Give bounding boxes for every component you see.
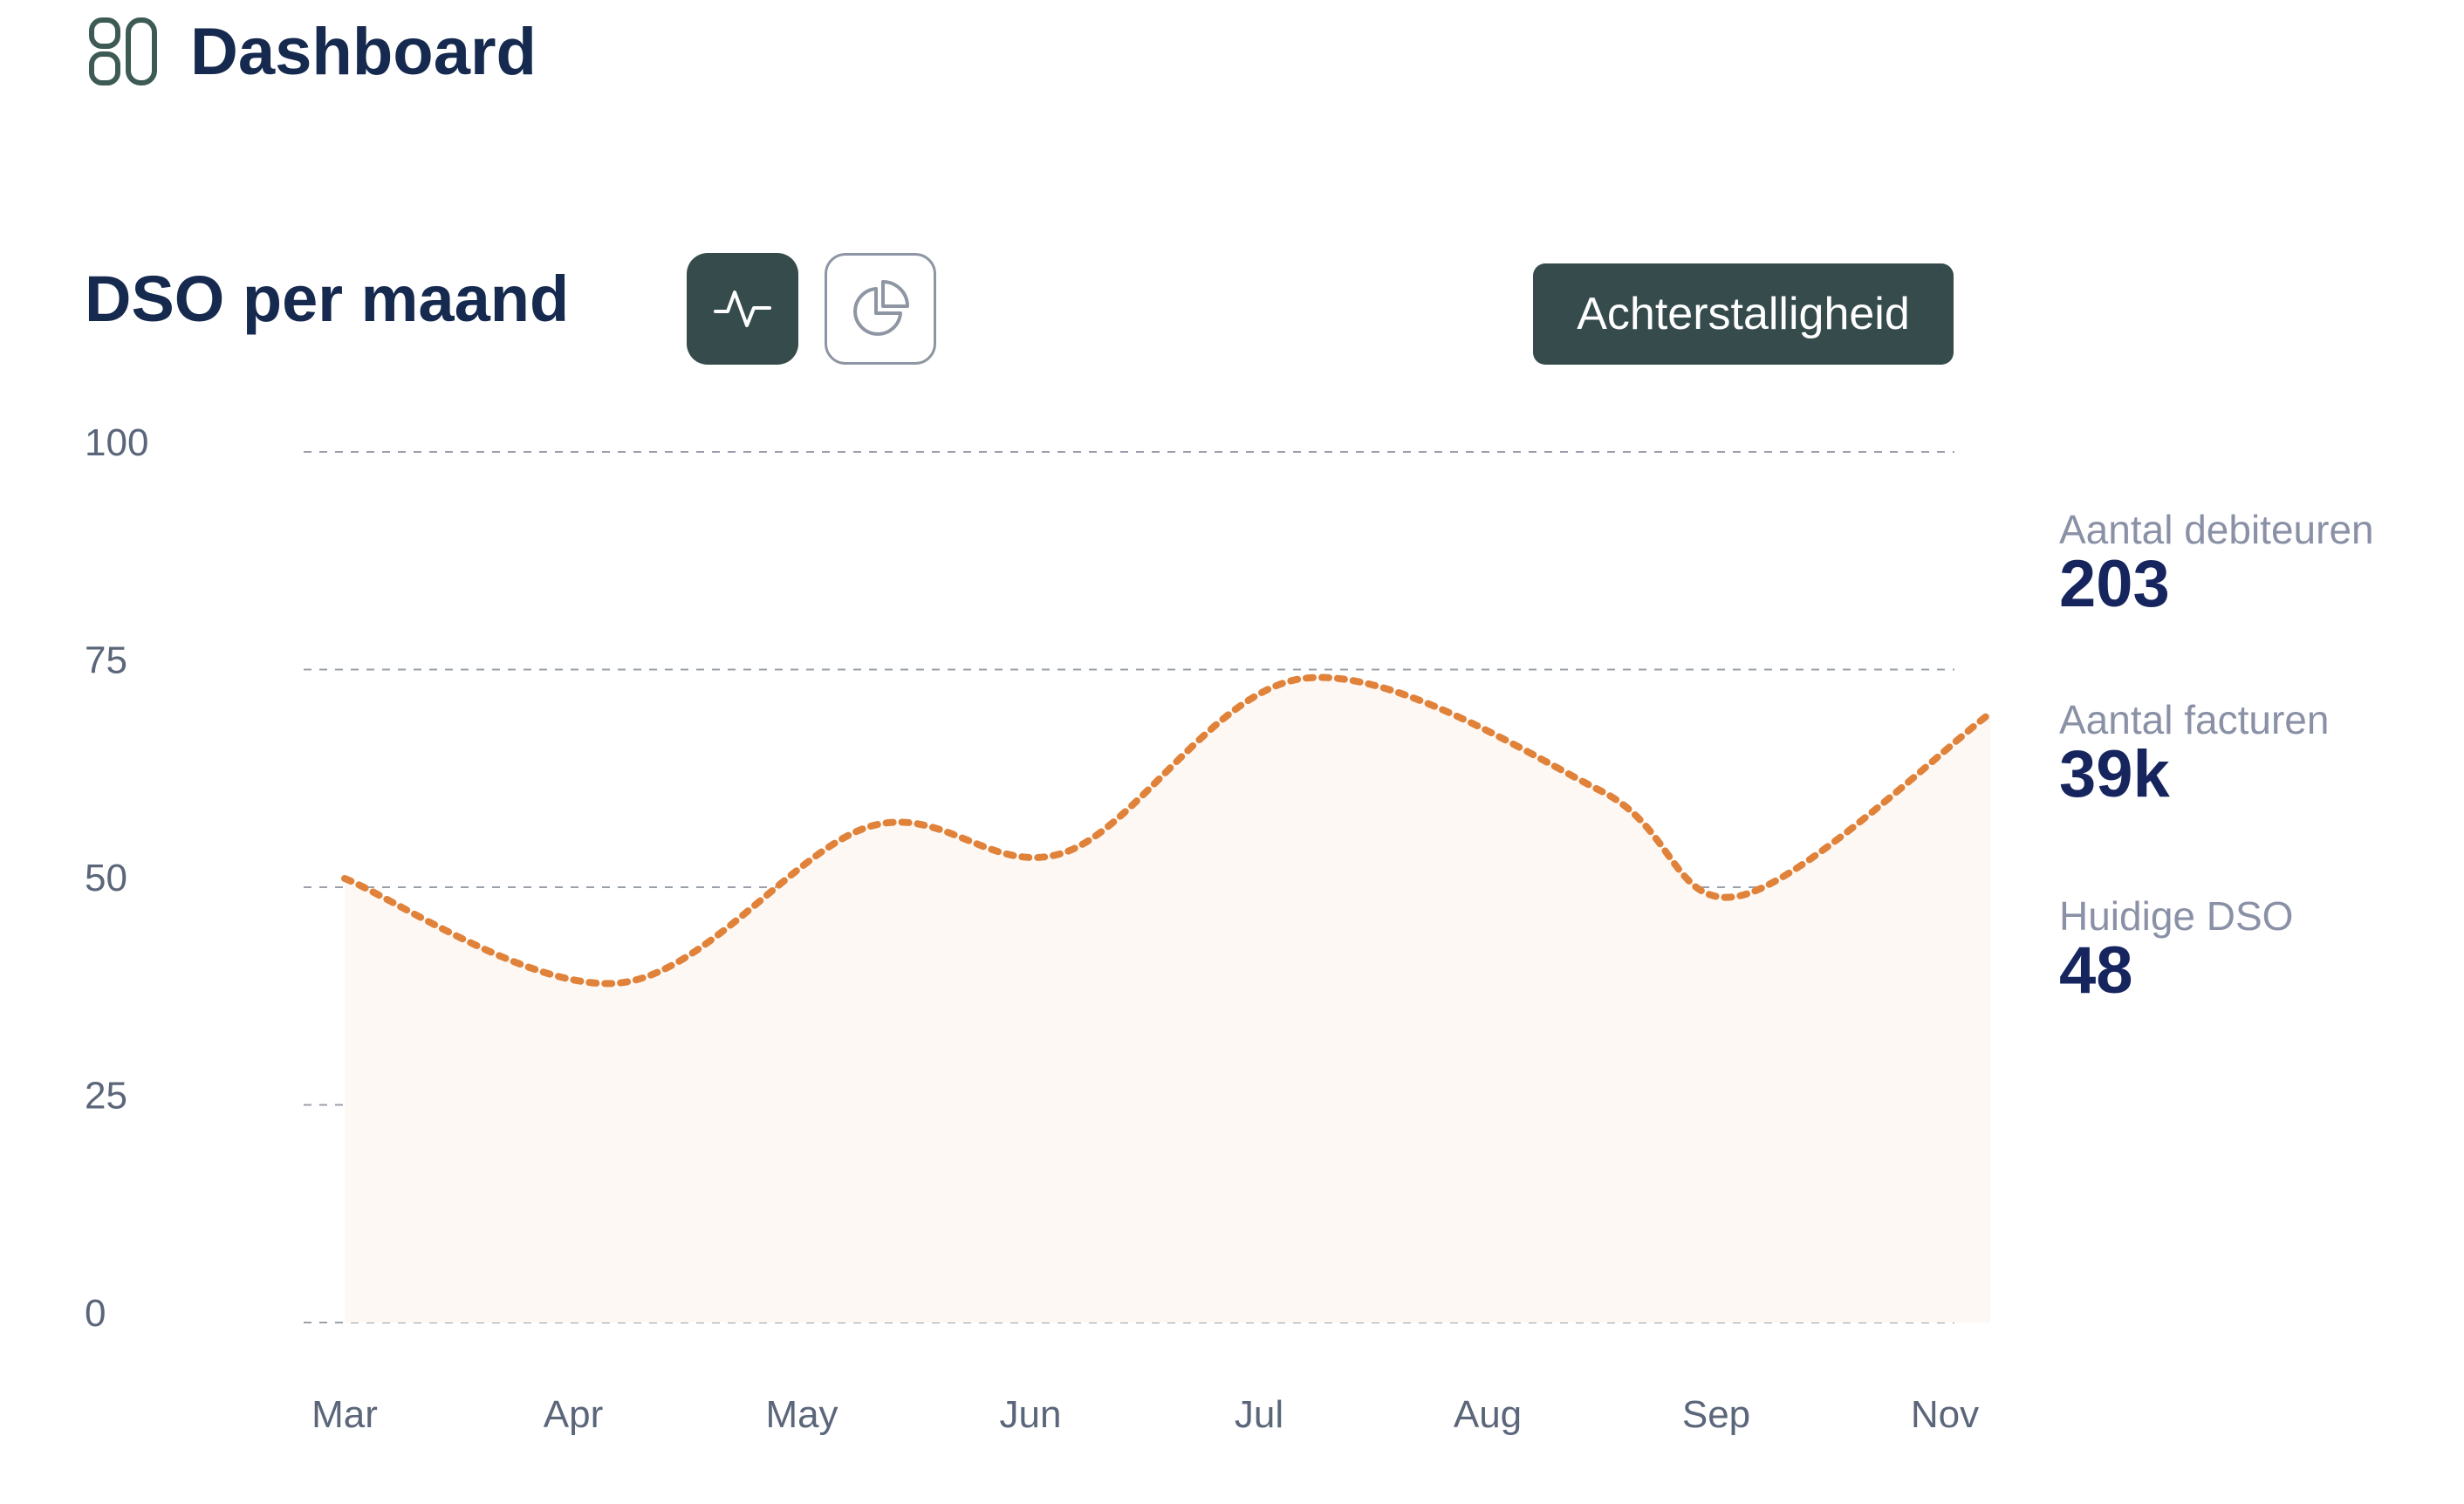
- line-chart-toggle-button[interactable]: [687, 253, 798, 365]
- x-tick-label: May: [765, 1393, 838, 1436]
- pie-chart-icon: [853, 280, 909, 336]
- y-tick-label: 75: [85, 639, 127, 682]
- stat-value: 203: [2059, 547, 2170, 621]
- x-tick-label: Jun: [1000, 1393, 1062, 1436]
- y-tick-label: 100: [85, 421, 148, 464]
- stat-value: 39k: [2059, 737, 2170, 811]
- y-tick-label: 0: [85, 1292, 106, 1335]
- chart-title: DSO per maand: [85, 263, 570, 335]
- x-tick-label: Nov: [1911, 1393, 1979, 1436]
- page-title: Dashboard: [190, 14, 537, 89]
- stat-huidige-dso: Huidige DSO 48: [2059, 892, 2293, 1004]
- y-tick-label: 25: [85, 1075, 127, 1118]
- y-tick-label: 50: [85, 857, 127, 899]
- pie-chart-toggle-button[interactable]: [825, 253, 936, 365]
- stat-debiteuren: Aantal debiteuren 203: [2059, 506, 2374, 618]
- x-tick-label: Sep: [1682, 1393, 1750, 1436]
- achterstalligheid-button[interactable]: Achterstalligheid: [1533, 263, 1954, 365]
- chart-area-fill: [345, 677, 1991, 1323]
- line-chart-icon: [714, 291, 771, 327]
- dashboard-icon: [87, 16, 159, 87]
- stat-facturen: Aantal facturen 39k: [2059, 696, 2329, 808]
- stat-label: Aantal debiteuren: [2059, 507, 2374, 552]
- x-tick-label: Aug: [1454, 1393, 1522, 1436]
- chart-series-line: [341, 673, 1995, 988]
- stat-value: 48: [2059, 933, 2133, 1008]
- stat-label: Huidige DSO: [2059, 893, 2294, 939]
- stat-label: Aantal facturen: [2059, 697, 2330, 742]
- x-tick-label: Jul: [1235, 1393, 1283, 1436]
- x-tick-label: Mar: [311, 1393, 378, 1436]
- x-tick-label: Apr: [544, 1393, 603, 1436]
- page-header: Dashboard: [87, 12, 537, 91]
